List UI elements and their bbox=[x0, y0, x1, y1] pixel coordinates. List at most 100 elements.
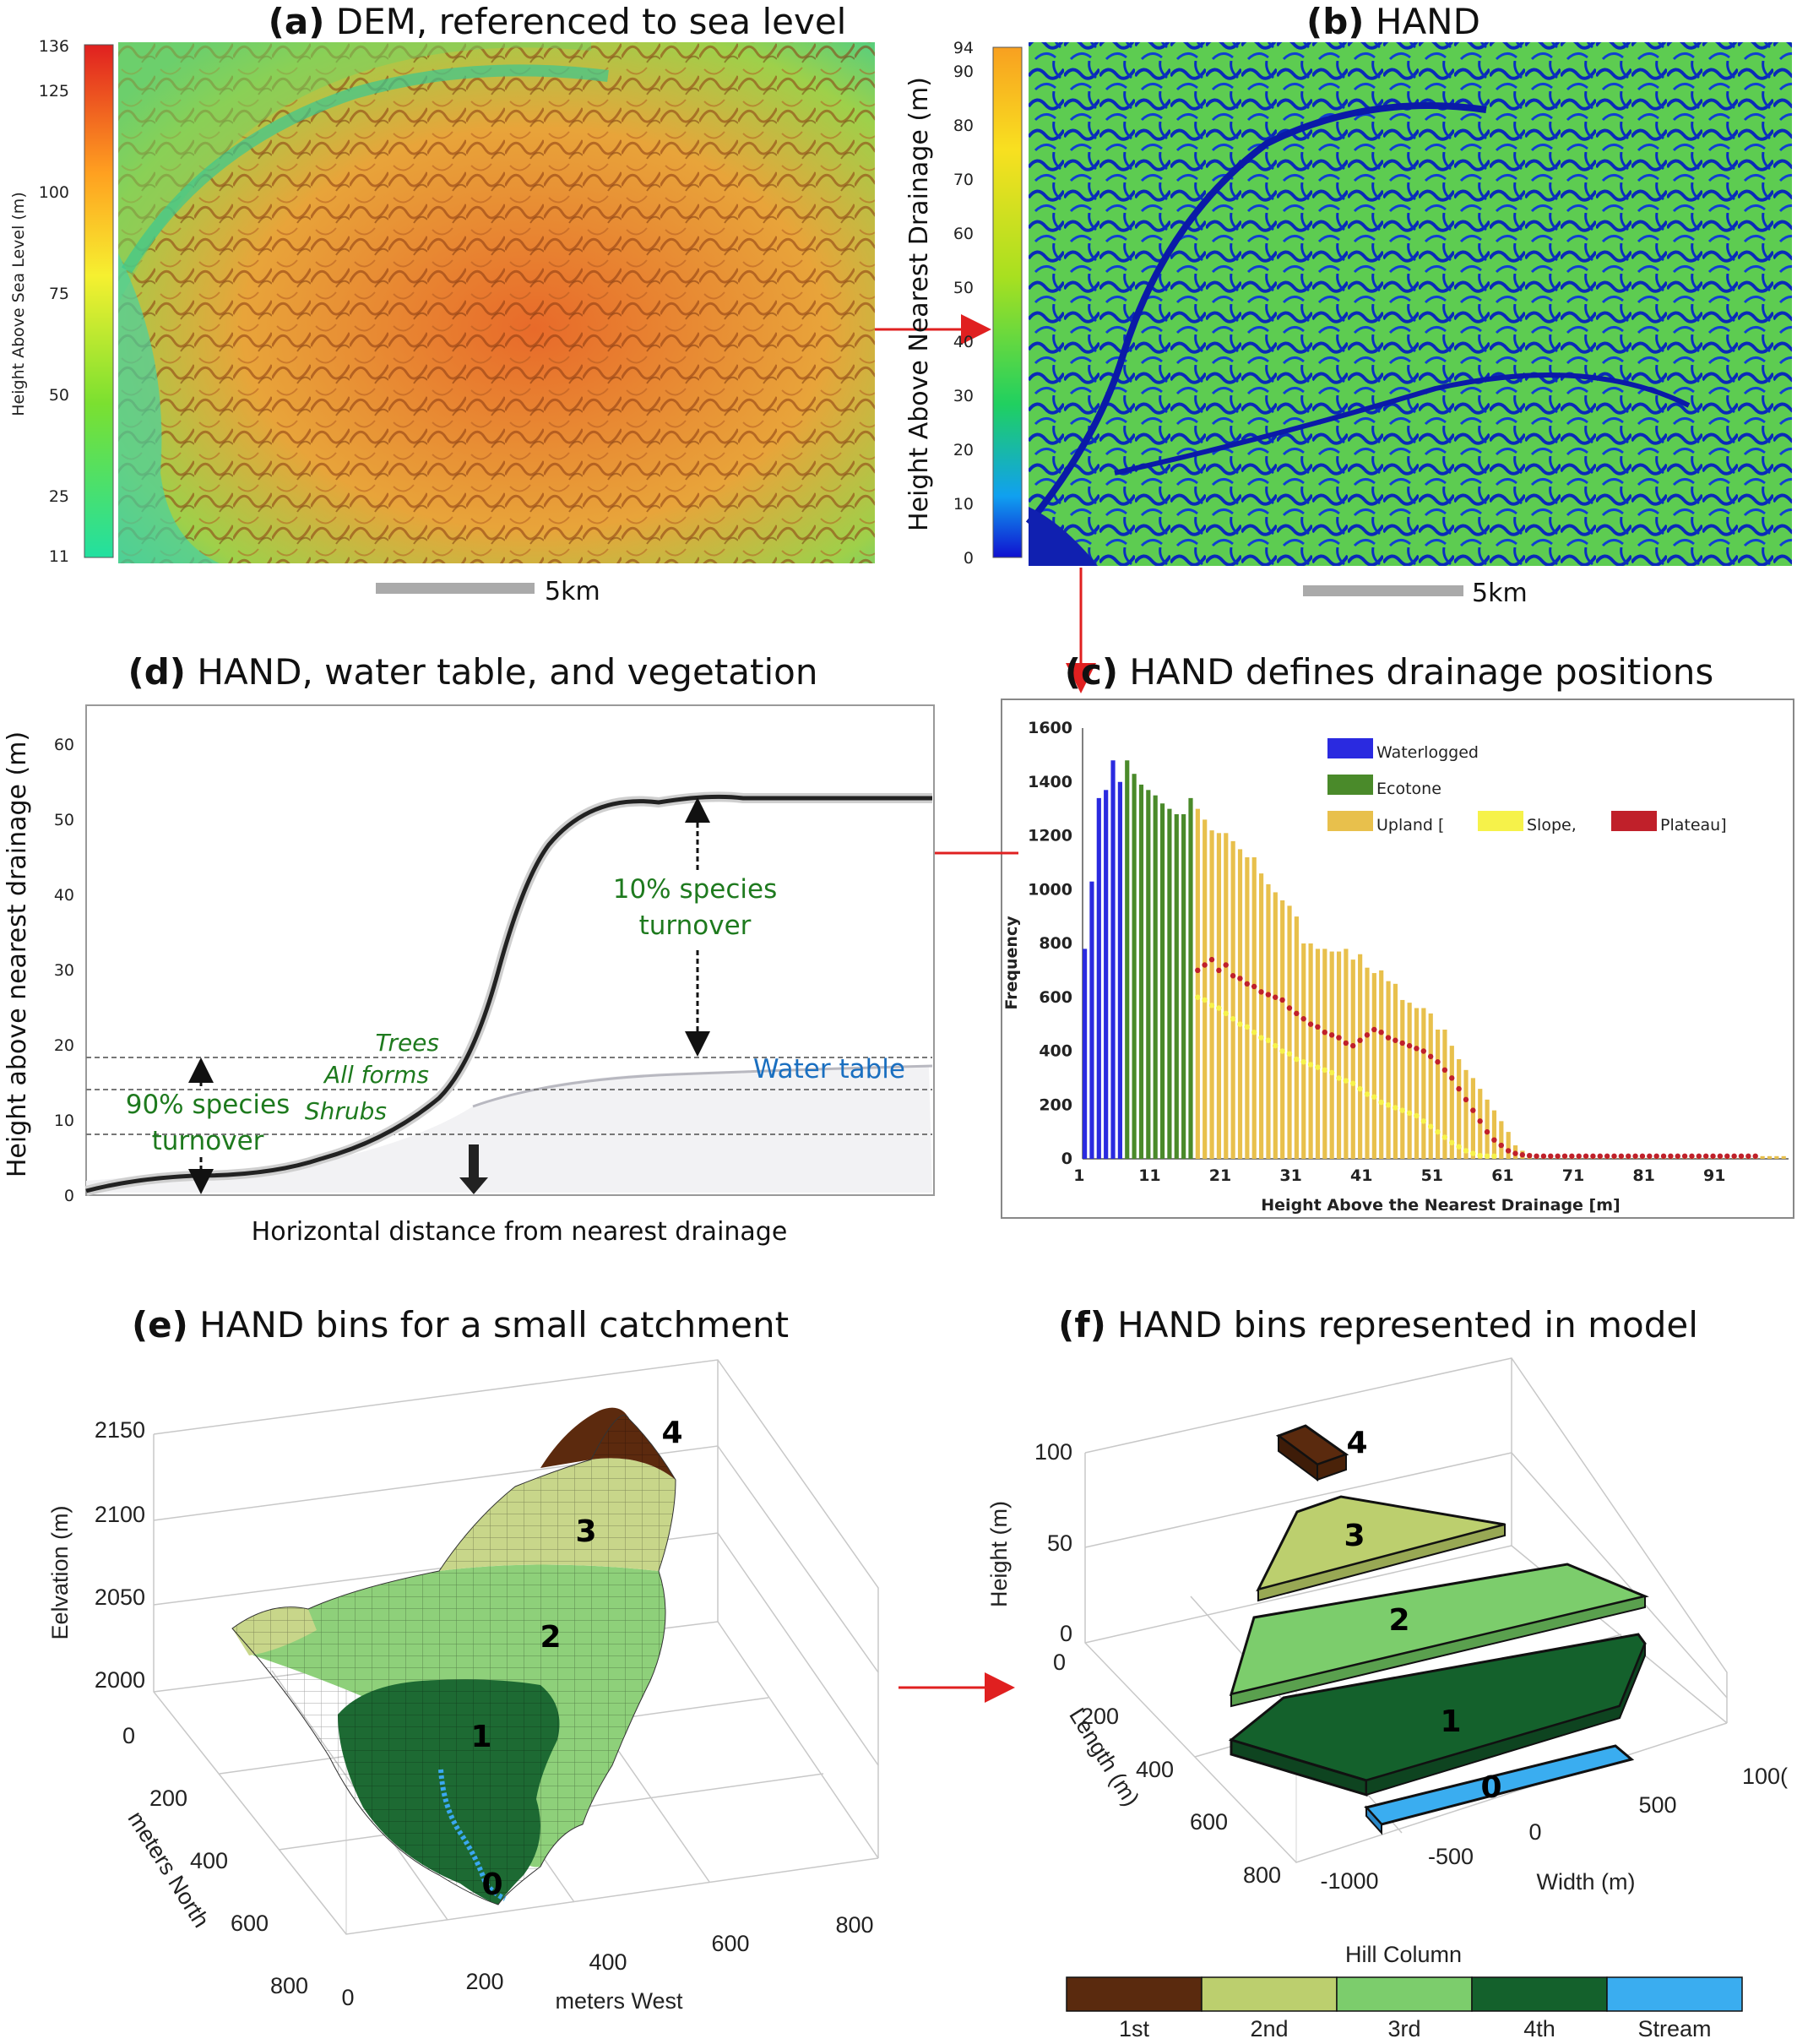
chart-legend: Waterlogged Ecotone Upland [ Slope, Plat… bbox=[1327, 738, 1727, 834]
chart-point-plateau bbox=[1435, 1059, 1441, 1065]
chart-bar bbox=[1386, 981, 1391, 1159]
chart-point-plateau bbox=[1273, 994, 1279, 1000]
chart-bar bbox=[1760, 1155, 1765, 1159]
colorbar-label: Stream bbox=[1637, 2016, 1711, 2041]
chart-bar bbox=[1294, 916, 1299, 1159]
chart-bar bbox=[1273, 892, 1278, 1159]
label-90-turnover: turnover bbox=[152, 1126, 264, 1156]
chart-point-plateau bbox=[1696, 1153, 1702, 1160]
chart-ytick-label: 0 bbox=[1061, 1150, 1072, 1168]
panel-d: (d) HAND, water table, and vegetation 0 … bbox=[3, 651, 935, 1247]
chart-ytick-label: 1600 bbox=[1028, 719, 1072, 737]
legend-swatch-ecotone bbox=[1327, 775, 1373, 795]
chart-bar bbox=[1138, 784, 1144, 1159]
bin-label-4: 4 bbox=[661, 1416, 682, 1450]
water-table-arrow bbox=[459, 1144, 488, 1194]
chart-bar bbox=[1428, 1013, 1433, 1159]
chart-point-slope bbox=[1427, 1123, 1434, 1129]
legend-swatch-upland bbox=[1327, 811, 1373, 831]
chart-bar bbox=[1470, 1078, 1475, 1159]
model-bin-4-side bbox=[1317, 1453, 1347, 1481]
dem-tick: 75 bbox=[49, 285, 69, 303]
e-xtick: 0 bbox=[341, 1985, 354, 2010]
chart-point-slope bbox=[1336, 1075, 1342, 1081]
chart-point-slope bbox=[1208, 1003, 1215, 1008]
dem-map bbox=[118, 42, 875, 563]
chart-point-plateau bbox=[1484, 1128, 1490, 1135]
chart-bar bbox=[1125, 760, 1130, 1159]
colorbar-label: 1st bbox=[1119, 2016, 1150, 2041]
dem-tick: 50 bbox=[49, 386, 69, 405]
chart-point-plateau bbox=[1449, 1075, 1455, 1081]
hand-colorbar bbox=[992, 46, 1023, 558]
chart-point-plateau bbox=[1505, 1148, 1512, 1154]
chart-point-plateau bbox=[1626, 1153, 1631, 1160]
chart-bar bbox=[1203, 819, 1208, 1159]
hand-tick: 0 bbox=[964, 549, 974, 568]
chart-point-plateau bbox=[1470, 1107, 1476, 1113]
chart-point-slope bbox=[1357, 1085, 1363, 1092]
panel-d-title: (d) HAND, water table, and vegetation bbox=[128, 651, 818, 693]
e-xtick: 400 bbox=[589, 1949, 627, 1975]
legend-swatch-slope bbox=[1478, 811, 1523, 831]
chart-bars bbox=[1083, 760, 1786, 1159]
chart-bar bbox=[1329, 951, 1334, 1159]
legend-swatch-waterlogged bbox=[1327, 738, 1373, 758]
chart-point-plateau bbox=[1393, 1037, 1398, 1043]
chart-point-slope bbox=[1441, 1134, 1448, 1140]
chart-ytick-label: 1400 bbox=[1028, 773, 1072, 791]
label-water-table: Water table bbox=[753, 1054, 905, 1085]
chart-point-plateau bbox=[1420, 1048, 1426, 1054]
chart-point-plateau bbox=[1223, 962, 1229, 968]
chart-point-slope bbox=[1300, 1059, 1306, 1065]
chart-bar bbox=[1506, 1132, 1511, 1159]
dem-tick: 11 bbox=[49, 547, 69, 566]
legend-swatch-plateau bbox=[1611, 811, 1657, 831]
model-bin-0-side bbox=[1365, 1805, 1382, 1835]
chart-bar bbox=[1209, 830, 1214, 1159]
chart-point-slope bbox=[1343, 1078, 1349, 1084]
chart-xtick-label: 11 bbox=[1138, 1166, 1160, 1185]
panel-c: (c) HAND defines drainage positions 0 200… bbox=[1001, 651, 1794, 1219]
f-ytick: 800 bbox=[1243, 1862, 1281, 1888]
model-bin-label-3: 3 bbox=[1344, 1519, 1365, 1553]
chart-point-slope bbox=[1470, 1150, 1476, 1156]
chart-point-slope bbox=[1216, 1005, 1222, 1011]
chart-bar bbox=[1174, 814, 1179, 1159]
model-bin-3-side bbox=[1257, 1523, 1506, 1602]
chart-point-plateau bbox=[1427, 1053, 1434, 1060]
chart-point-plateau bbox=[1343, 1040, 1349, 1046]
chart-bar bbox=[1379, 970, 1384, 1159]
hand-tick: 40 bbox=[953, 333, 974, 351]
e-xlabel: meters West bbox=[555, 1988, 683, 2014]
f-ytick: 0 bbox=[1053, 1650, 1066, 1675]
f-zlabel: Height (m) bbox=[986, 1501, 1012, 1607]
colorbar-title: Hill Column bbox=[1345, 1942, 1462, 1967]
e-xtick: 200 bbox=[465, 1969, 503, 1994]
hand-ylabel: Height Above Nearest Drainage (m) bbox=[904, 77, 934, 531]
chart-xtick-label: 51 bbox=[1421, 1166, 1443, 1185]
profile-ytick: 20 bbox=[54, 1036, 74, 1055]
chart-xtick-label: 21 bbox=[1209, 1166, 1231, 1185]
model-bin-label-1: 1 bbox=[1440, 1704, 1461, 1739]
panel-f-title: (f) HAND bins represented in model bbox=[1058, 1304, 1698, 1345]
chart-bar bbox=[1463, 1069, 1469, 1159]
chart-bar bbox=[1259, 873, 1264, 1159]
chart-point-plateau bbox=[1406, 1042, 1413, 1049]
chart-point-slope bbox=[1322, 1067, 1327, 1074]
chart-xtick-label: 31 bbox=[1279, 1166, 1301, 1185]
chart-point-slope bbox=[1406, 1110, 1413, 1117]
water-table-line bbox=[472, 1064, 933, 1108]
chart-point-slope bbox=[1393, 1105, 1398, 1111]
hand-tick: 50 bbox=[953, 279, 974, 297]
chart-point-slope bbox=[1237, 1021, 1243, 1027]
chart-ytick-label: 800 bbox=[1039, 934, 1072, 953]
chart-point-slope bbox=[1251, 1029, 1257, 1036]
f-ztick: 0 bbox=[1060, 1621, 1072, 1646]
chart-bar bbox=[1089, 881, 1094, 1159]
chart-point-plateau bbox=[1576, 1153, 1582, 1160]
hand-map bbox=[1025, 42, 1792, 566]
profile-ytick: 10 bbox=[54, 1112, 74, 1130]
e-ytick: 0 bbox=[122, 1723, 135, 1748]
chart-ytick-label: 600 bbox=[1039, 988, 1072, 1007]
